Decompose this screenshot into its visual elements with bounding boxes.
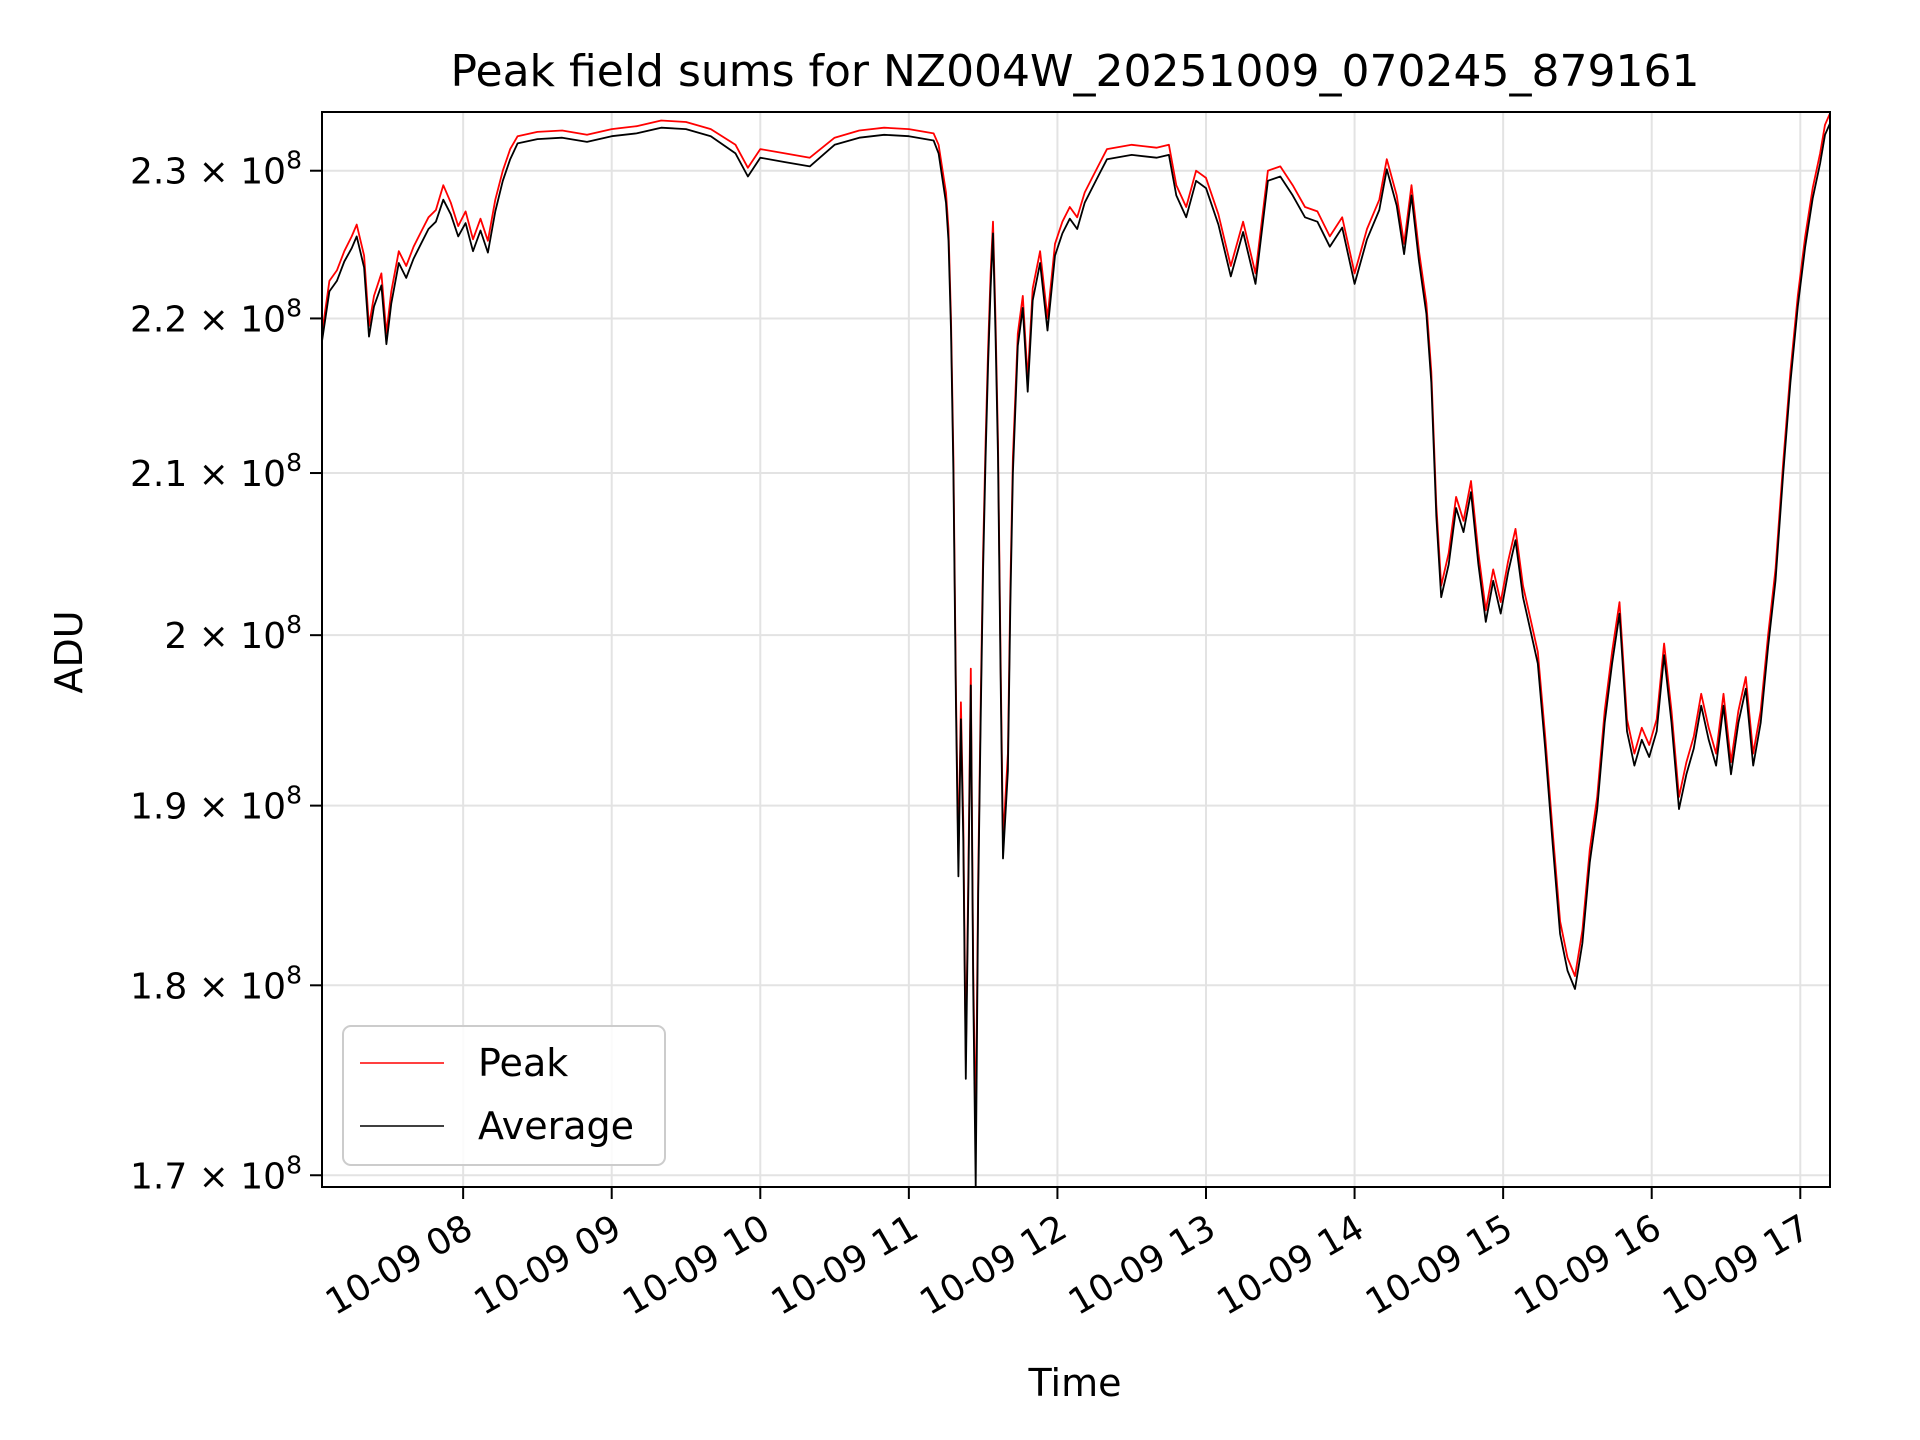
x-axis-label: Time [1028,1361,1122,1405]
y-tick-label: 1.7 × 108 [130,1150,302,1197]
y-tick-label: 2 × 108 [164,610,302,657]
plot-frame [321,111,1831,1188]
legend-peak-label: Peak [478,1041,568,1085]
legend-box [342,1025,666,1166]
grid [322,112,1830,1187]
chart-title: Peak field sums for NZ004W_20251009_0702… [451,46,1700,97]
series-average-line [321,123,1831,1188]
series-layer [321,113,1831,1188]
y-axis: 1.7 × 108 1.8 × 108 1.9 × 108 2 × 108 2.1 × … [130,146,322,1197]
y-tick-label: 1.8 × 108 [130,960,302,1007]
y-axis-label: ADU [47,610,91,693]
y-tick-label: 1.9 × 108 [130,781,302,828]
legend-average-label: Average [478,1104,634,1148]
y-tick-label: 2.2 × 108 [130,293,302,340]
legend: Peak Average [342,1025,666,1166]
y-tick-label: 2.3 × 108 [130,146,302,193]
y-tick-label: 2.1 × 108 [130,448,302,495]
